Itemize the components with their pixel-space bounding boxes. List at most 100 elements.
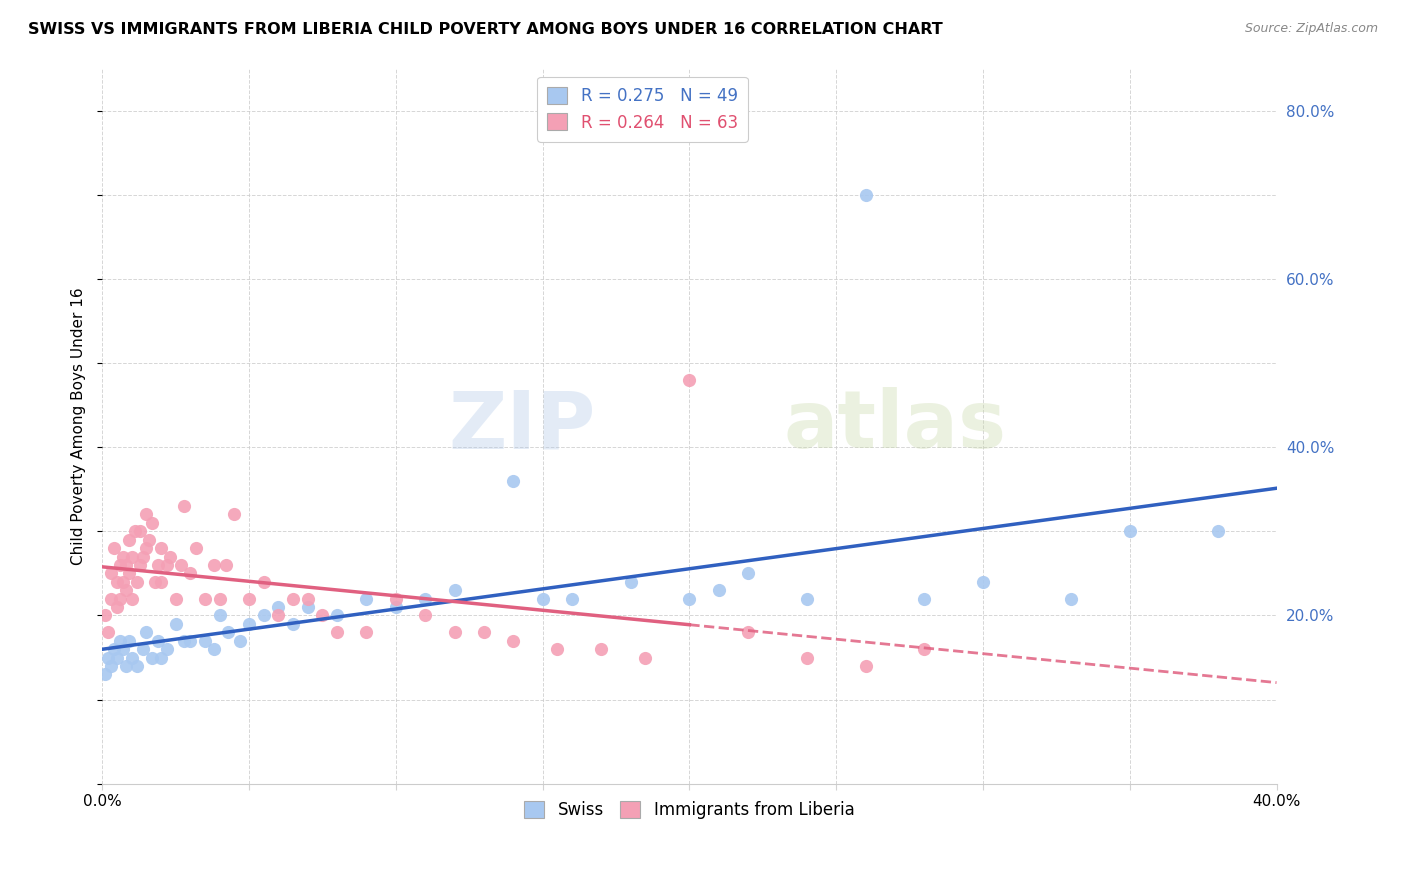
Point	[173, 633, 195, 648]
Point	[132, 642, 155, 657]
Point	[678, 373, 700, 387]
Point	[238, 616, 260, 631]
Point	[311, 608, 333, 623]
Point	[114, 583, 136, 598]
Point	[855, 187, 877, 202]
Point	[297, 600, 319, 615]
Point	[707, 583, 730, 598]
Point	[117, 566, 139, 581]
Point	[135, 625, 157, 640]
Point	[103, 642, 125, 657]
Point	[156, 558, 179, 572]
Point	[149, 574, 172, 589]
Point	[737, 625, 759, 640]
Point	[108, 558, 131, 572]
Point	[356, 625, 378, 640]
Point	[385, 600, 408, 615]
Point	[502, 633, 524, 648]
Point	[156, 642, 179, 657]
Point	[111, 642, 134, 657]
Point	[146, 633, 169, 648]
Point	[170, 558, 193, 572]
Point	[132, 549, 155, 564]
Point	[111, 574, 134, 589]
Point	[561, 591, 583, 606]
Point	[173, 499, 195, 513]
Point	[117, 533, 139, 547]
Point	[121, 549, 143, 564]
Point	[531, 591, 554, 606]
Point	[159, 549, 181, 564]
Point	[326, 625, 349, 640]
Point	[100, 566, 122, 581]
Point	[472, 625, 495, 640]
Point	[208, 608, 231, 623]
Point	[97, 625, 120, 640]
Point	[326, 608, 349, 623]
Point	[796, 591, 818, 606]
Point	[105, 574, 128, 589]
Point	[149, 541, 172, 556]
Point	[502, 474, 524, 488]
Point	[356, 591, 378, 606]
Point	[146, 558, 169, 572]
Point	[208, 591, 231, 606]
Point	[141, 650, 163, 665]
Point	[97, 650, 120, 665]
Point	[117, 633, 139, 648]
Point	[281, 616, 304, 631]
Point	[165, 616, 187, 631]
Point	[105, 600, 128, 615]
Point	[135, 508, 157, 522]
Point	[546, 642, 568, 657]
Point	[634, 650, 657, 665]
Point	[912, 591, 935, 606]
Legend: Swiss, Immigrants from Liberia: Swiss, Immigrants from Liberia	[517, 794, 862, 825]
Point	[972, 574, 994, 589]
Point	[135, 541, 157, 556]
Point	[127, 574, 149, 589]
Point	[1060, 591, 1083, 606]
Point	[149, 650, 172, 665]
Point	[297, 591, 319, 606]
Point	[443, 625, 465, 640]
Point	[737, 566, 759, 581]
Point	[94, 667, 117, 681]
Point	[194, 591, 217, 606]
Point	[121, 650, 143, 665]
Point	[202, 558, 225, 572]
Point	[114, 558, 136, 572]
Point	[253, 574, 276, 589]
Point	[143, 574, 166, 589]
Point	[443, 583, 465, 598]
Point	[103, 541, 125, 556]
Point	[217, 625, 239, 640]
Point	[1206, 524, 1229, 539]
Point	[855, 659, 877, 673]
Point	[1119, 524, 1142, 539]
Point	[281, 591, 304, 606]
Text: ZIP: ZIP	[449, 387, 595, 465]
Point	[114, 659, 136, 673]
Point	[620, 574, 643, 589]
Point	[267, 600, 290, 615]
Text: atlas: atlas	[783, 387, 1007, 465]
Point	[127, 659, 149, 673]
Point	[253, 608, 276, 623]
Point	[229, 633, 252, 648]
Point	[141, 516, 163, 530]
Point	[105, 650, 128, 665]
Point	[108, 591, 131, 606]
Text: SWISS VS IMMIGRANTS FROM LIBERIA CHILD POVERTY AMONG BOYS UNDER 16 CORRELATION C: SWISS VS IMMIGRANTS FROM LIBERIA CHILD P…	[28, 22, 943, 37]
Point	[267, 608, 290, 623]
Point	[138, 533, 160, 547]
Point	[111, 549, 134, 564]
Point	[224, 508, 246, 522]
Point	[129, 524, 152, 539]
Point	[796, 650, 818, 665]
Point	[194, 633, 217, 648]
Point	[100, 659, 122, 673]
Point	[413, 608, 436, 623]
Point	[121, 591, 143, 606]
Text: Source: ZipAtlas.com: Source: ZipAtlas.com	[1244, 22, 1378, 36]
